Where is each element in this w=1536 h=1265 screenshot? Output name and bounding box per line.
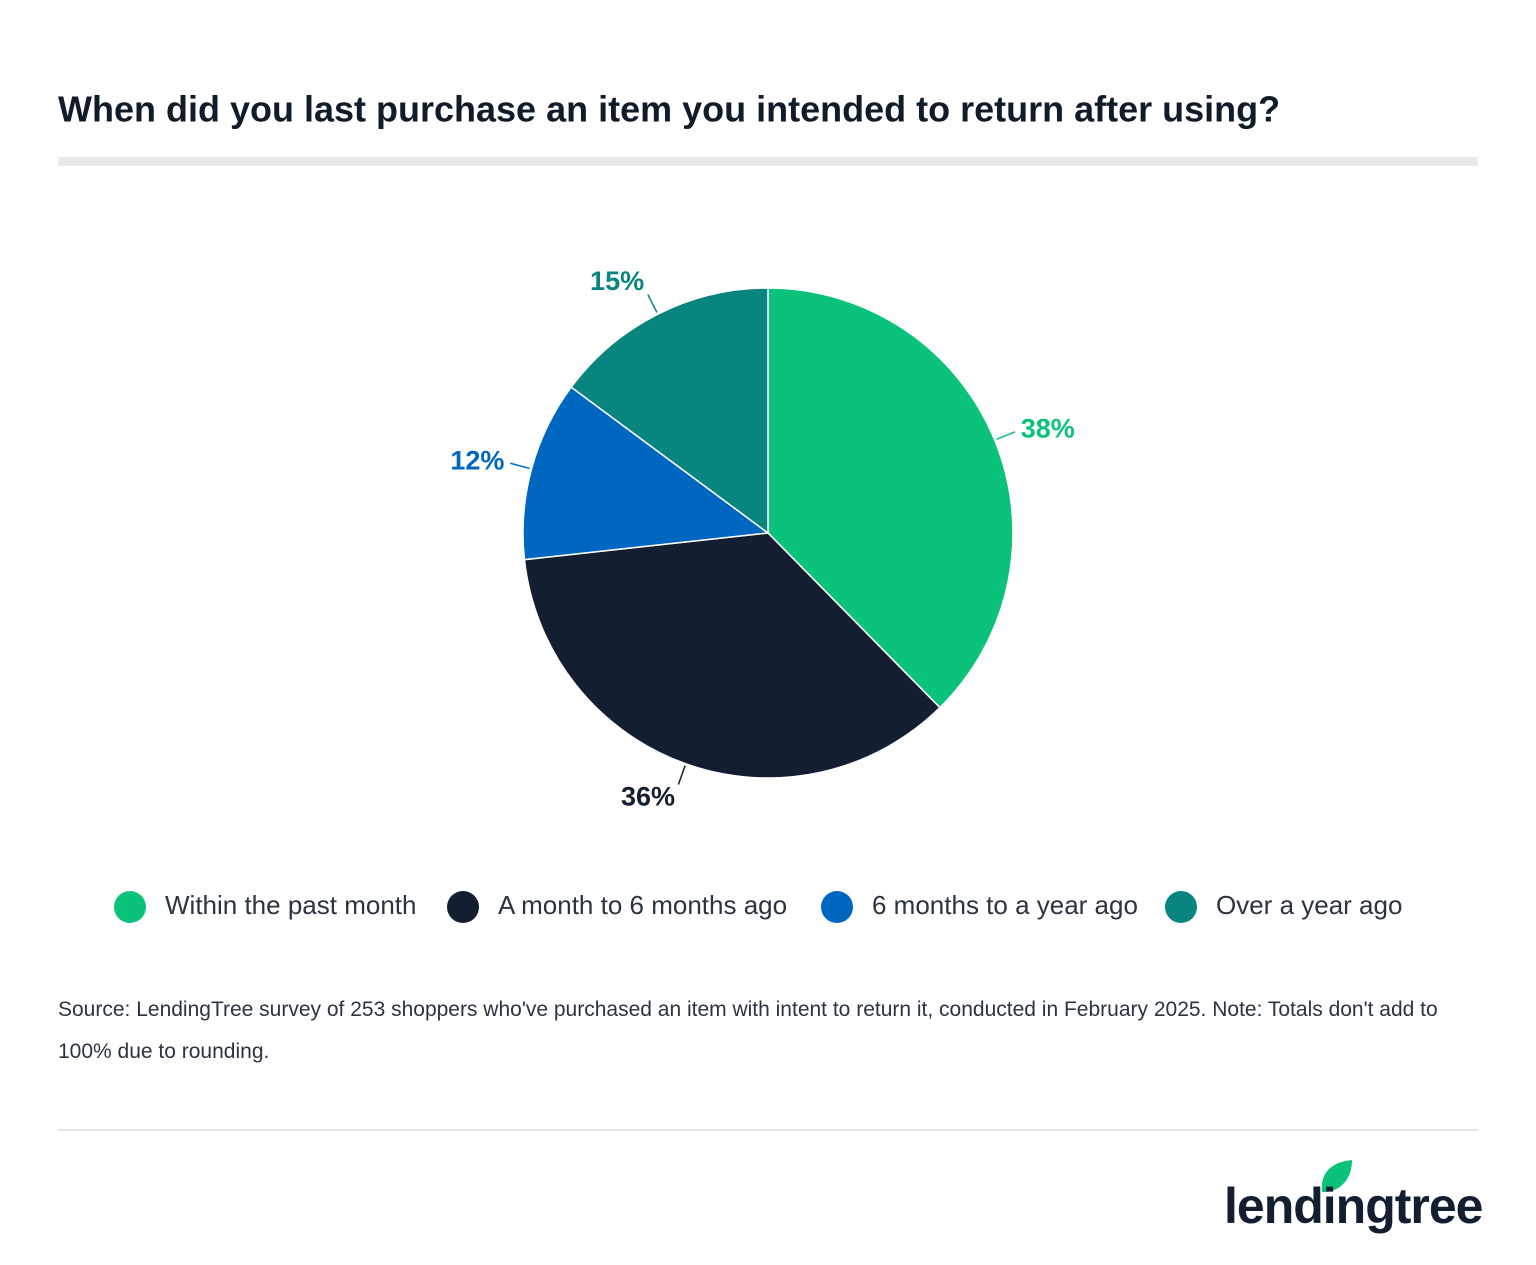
legend-label: A month to 6 months ago: [498, 890, 787, 920]
data-label: 38%: [1021, 413, 1075, 443]
legend-label: Over a year ago: [1216, 890, 1402, 920]
pie-slice: [767, 287, 1014, 709]
pie-slice: [523, 532, 941, 779]
leader-line: [677, 765, 686, 785]
pie-slice: [522, 386, 770, 561]
legend-swatch: [821, 891, 853, 923]
legend-label: Within the past month: [165, 890, 416, 920]
source-note: Source: LendingTree survey of 253 shoppe…: [58, 998, 1438, 1063]
pie-slice: [570, 287, 769, 535]
legend-swatch: [1165, 891, 1197, 923]
leader-line: [996, 431, 1016, 441]
legend-label: 6 months to a year ago: [872, 890, 1138, 920]
chart-title: When did you last purchase an item you i…: [58, 89, 1280, 130]
data-label: 15%: [590, 266, 644, 296]
legend-swatch: [447, 891, 479, 923]
title-rule: [58, 157, 1478, 166]
leader-line: [510, 462, 530, 470]
brand-leaf: [1321, 1160, 1352, 1192]
data-label: 12%: [450, 445, 504, 475]
legend-swatch: [114, 891, 146, 923]
data-label: 36%: [621, 781, 675, 811]
leader-line: [647, 294, 658, 313]
brand-logo: lendingtree: [1224, 1178, 1483, 1234]
